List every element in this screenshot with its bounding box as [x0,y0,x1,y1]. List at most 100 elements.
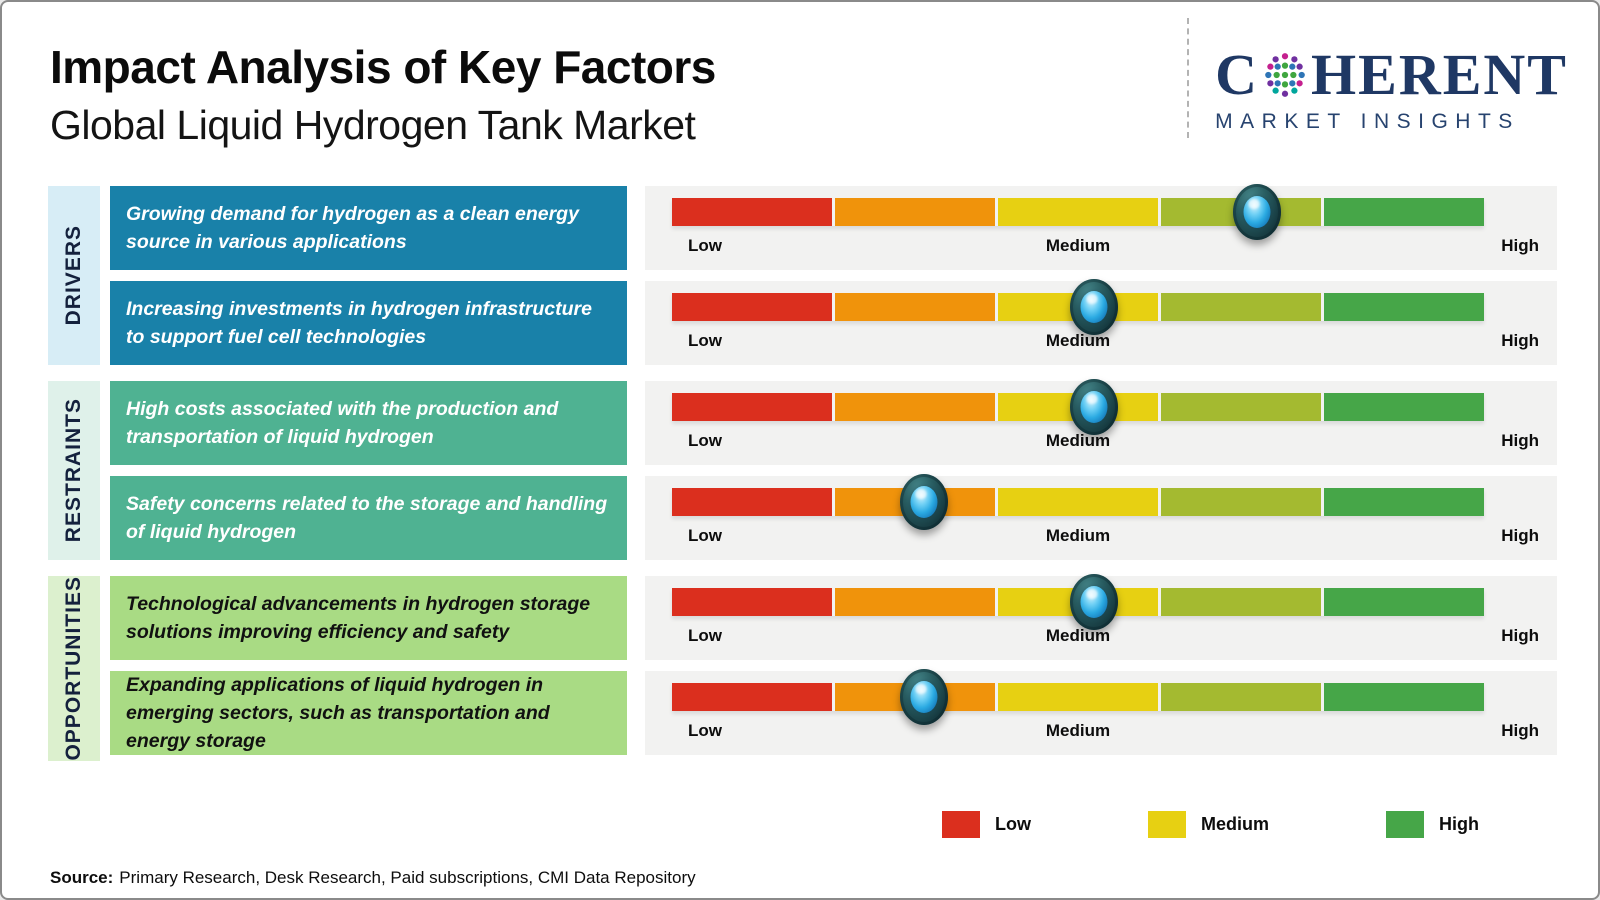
impact-marker-core [910,681,938,713]
scale-segment-2 [835,393,995,421]
category-strip-opportunities: OPPORTUNITIES [48,576,100,761]
impact-marker-core [910,486,938,518]
legend-label: Medium [1200,813,1269,834]
impact-marker-core [1243,196,1271,228]
factor-group-drivers: DRIVERS Growing demand for hydrogen as a … [48,184,1557,365]
factor-rows: Technological advancements in hydrogen s… [110,574,1557,761]
legend-item-medium: Medium [1147,810,1269,838]
scale-label-low: Low [688,526,722,545]
scale-label-medium: Medium [1045,331,1111,350]
logo-tagline: MARKET INSIGHTS [1215,110,1520,133]
impact-marker [1070,279,1119,335]
scale-label-high: High [1501,626,1539,645]
scale-segment-1 [672,198,832,226]
factor-description: Growing demand for hydrogen as a clean e… [110,186,627,270]
factor-description: High costs associated with the productio… [110,381,627,465]
coherent-globe-icon [1265,53,1305,97]
scale-label-low: Low [688,331,722,350]
scale-segment-3 [998,683,1158,711]
impact-matrix: DRIVERS Growing demand for hydrogen as a … [48,184,1557,761]
impact-marker [1232,184,1281,240]
logo-letter-c: C [1215,42,1260,107]
scale-labels: Low Medium High [672,719,1539,745]
scale-segment-5 [1324,488,1484,516]
factor-description: Technological advancements in hydrogen s… [110,576,627,660]
scale-segment-4 [1161,393,1321,421]
legend-label: High [1438,813,1479,834]
scale-segment-2 [835,588,995,616]
legend-swatch-high [1385,810,1424,838]
scale-label-low: Low [688,236,722,255]
scale-labels: Low Medium High [672,624,1539,650]
factor-row: Growing demand for hydrogen as a clean e… [110,184,1557,270]
company-logo: C [1215,26,1568,160]
logo-block: C [1187,18,1568,160]
page-title: Impact Analysis of Key Factors [50,41,716,93]
category-label: OPPORTUNITIES [62,576,85,761]
dashed-divider [1187,18,1190,138]
impact-scale-band: Low Medium High [645,379,1557,465]
source-note: Source: Primary Research, Desk Research, … [50,868,1598,888]
scale-segment-3 [998,198,1158,226]
impact-scale-band: Low Medium High [645,279,1557,365]
scale-segment-5 [1324,293,1484,321]
impact-marker-core [1080,291,1108,323]
scale-label-high: High [1501,721,1539,740]
impact-scale-bar [672,683,1484,711]
scale-label-low: Low [688,626,722,645]
scale-segment-4 [1161,488,1321,516]
impact-marker [899,474,948,530]
factor-description: Expanding applications of liquid hydroge… [110,671,627,755]
scale-label-medium: Medium [1045,721,1111,740]
scale-segment-1 [672,293,832,321]
scale-label-high: High [1501,431,1539,450]
factor-rows: Growing demand for hydrogen as a clean e… [110,184,1557,365]
scale-segment-1 [672,488,832,516]
scale-segment-5 [1324,198,1484,226]
factor-row: Expanding applications of liquid hydroge… [110,669,1557,755]
scale-segment-5 [1324,588,1484,616]
scale-segment-3 [998,488,1158,516]
legend: Low Medium High [942,810,1479,838]
scale-labels: Low Medium High [672,429,1539,455]
factor-rows: High costs associated with the productio… [110,379,1557,560]
scale-label-high: High [1501,236,1539,255]
impact-scale-bar [672,488,1484,516]
impact-marker [1070,574,1119,630]
legend-item-high: High [1385,810,1479,838]
scale-label-medium: Medium [1045,626,1111,645]
scale-segment-4 [1161,683,1321,711]
scale-labels: Low Medium High [672,234,1539,260]
header: Impact Analysis of Key Factors Global Li… [2,2,1598,160]
scale-label-medium: Medium [1045,526,1111,545]
scale-label-medium: Medium [1045,236,1111,255]
scale-segment-2 [835,293,995,321]
scale-labels: Low Medium High [672,329,1539,355]
impact-scale-band: Low Medium High [645,669,1557,755]
scale-label-high: High [1501,526,1539,545]
factor-row: Increasing investments in hydrogen infra… [110,279,1557,365]
scale-segment-5 [1324,393,1484,421]
category-label: RESTRAINTS [62,398,85,543]
scale-segment-1 [672,393,832,421]
legend-label: Low [995,813,1031,834]
scale-segment-1 [672,683,832,711]
scale-label-medium: Medium [1045,431,1111,450]
factor-description: Increasing investments in hydrogen infra… [110,281,627,365]
impact-marker-core [1080,391,1108,423]
page-subtitle: Global Liquid Hydrogen Tank Market [50,102,696,148]
impact-scale-band: Low Medium High [645,184,1557,270]
factor-group-restraints: RESTRAINTS High costs associated with the… [48,379,1557,560]
title-block: Impact Analysis of Key Factors Global Li… [50,26,1187,160]
category-strip-drivers: DRIVERS [48,186,100,365]
legend-item-low: Low [942,810,1031,838]
impact-marker [1070,379,1119,435]
source-text: Primary Research, Desk Research, Paid su… [119,867,696,887]
scale-segment-4 [1161,588,1321,616]
impact-marker-core [1080,586,1108,618]
scale-label-high: High [1501,331,1539,350]
logo-wordmark: C [1215,46,1568,104]
scale-segment-4 [1161,293,1321,321]
scale-segment-5 [1324,683,1484,711]
factor-row: Safety concerns related to the storage a… [110,474,1557,560]
